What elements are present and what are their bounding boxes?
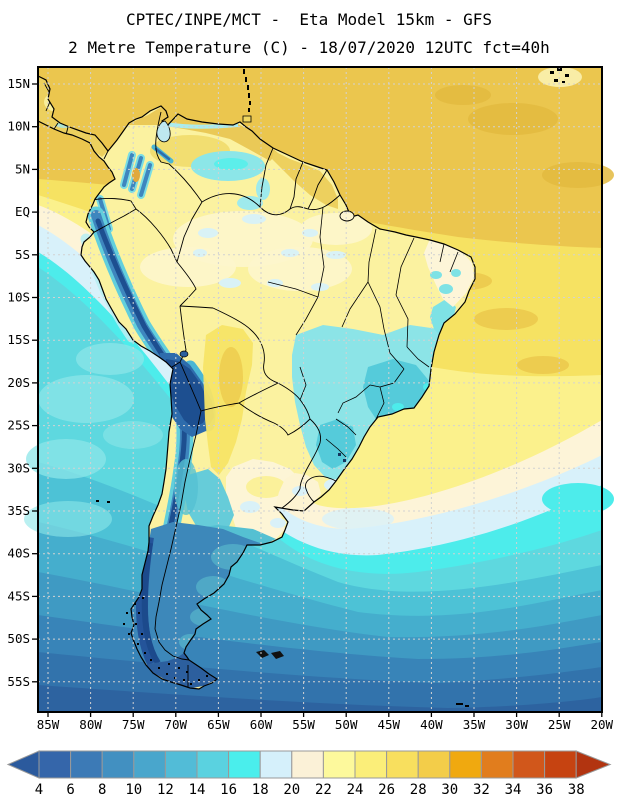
lat-label: 35S (7, 503, 30, 518)
colorbar-segment (164, 750, 198, 779)
marajo-island (339, 210, 355, 222)
lesser-antilles-islands (243, 69, 251, 112)
lon-label: 85W (37, 717, 60, 732)
colorbar-segment (101, 750, 135, 779)
colorbar-tick-label: 4 (35, 782, 43, 798)
colorbar-tick-label: 6 (66, 782, 74, 798)
lat-label: 15N (7, 76, 30, 91)
falkland-islands (256, 650, 284, 659)
colorbar-segment (354, 750, 388, 779)
colorbar-above-max-arrow (575, 750, 612, 779)
colorbar-tick-label: 8 (98, 782, 106, 798)
lon-label: 75W (122, 717, 145, 732)
colorbar-tick-label: 10 (125, 782, 142, 798)
lat-label: 30S (7, 460, 30, 475)
colorbar-segment (386, 750, 419, 779)
lon-label: 35W (463, 717, 486, 732)
lat-label: 10S (7, 290, 30, 305)
lat-label: 5S (15, 247, 30, 262)
colorbar-segment (291, 750, 324, 779)
lat-label: 25S (7, 418, 30, 433)
south-georgia-island (456, 703, 469, 707)
lat-label: 15S (7, 332, 30, 347)
colorbar-segment (544, 750, 577, 779)
colorbar: 4 6 8 10 12 14 16 18 20 22 24 26 28 30 32 34 36 38 (6, 750, 612, 798)
colorbar-segment (38, 750, 72, 779)
colorbar-segment (480, 750, 514, 779)
colorbar-segment (322, 750, 356, 779)
colorbar-segment (70, 750, 103, 779)
colorbar-tick-label: 22 (315, 782, 332, 798)
cape-verde-islands (550, 68, 569, 83)
colorbar-below-min-arrow (6, 750, 40, 779)
colorbar-tick-label: 28 (410, 782, 427, 798)
lake-titicaca (179, 350, 189, 358)
colorbar-segment (512, 750, 546, 779)
chilean-islets (123, 612, 130, 635)
lon-label: 20W (591, 717, 614, 732)
lat-label: 45S (7, 588, 30, 603)
lat-label: 55S (7, 674, 30, 689)
page-subtitle: 2 Metre Temperature (C) - 18/07/2020 12U… (68, 38, 550, 57)
lat-label: 50S (7, 631, 30, 646)
lat-label: EQ (15, 204, 30, 219)
lon-label: 55W (292, 717, 315, 732)
colorbar-tick-label: 20 (283, 782, 300, 798)
colorbar-segment (417, 750, 451, 779)
islands-and-lakes (96, 67, 582, 707)
juan-fernandez-islands (96, 500, 110, 503)
colorbar-tick-label: 24 (347, 782, 364, 798)
lon-label: 50W (335, 717, 358, 732)
colorbar-tick-label: 18 (252, 782, 269, 798)
colorbar-segment (196, 750, 230, 779)
lat-label: 20S (7, 375, 30, 390)
colorbar-segment (449, 750, 482, 779)
colorbar-tick-label: 14 (189, 782, 206, 798)
lat-label: 5N (15, 161, 30, 176)
lake-maracaibo (156, 120, 171, 143)
colorbar-segment (259, 750, 293, 779)
colorbar-tick-label: 12 (157, 782, 174, 798)
lon-label: 45W (378, 717, 401, 732)
colorbar-tick-label: 16 (220, 782, 237, 798)
lat-label: 40S (7, 546, 30, 561)
lat-label: 10N (7, 119, 30, 134)
colorbar-tick-label: 30 (441, 782, 458, 798)
page-title: CPTEC/INPE/MCT - Eta Model 15km - GFS (125, 10, 493, 29)
colorbar-segment (228, 750, 261, 779)
colorbar-tick-label: 34 (505, 782, 522, 798)
trinidad-island (242, 115, 252, 123)
lon-label: 60W (250, 717, 273, 732)
colorbar-tick-label: 36 (536, 782, 553, 798)
lon-label: 80W (79, 717, 102, 732)
colorbar-tick-label: 32 (473, 782, 490, 798)
colorbar-tick-label: 38 (568, 782, 585, 798)
axis-labels: 15N 10N 5N EQ 5S 10S 15S 20S 25S 30S 35S 40S 45S 50S 5… (7, 76, 613, 732)
temperature-map: 15N 10N 5N EQ 5S 10S 15S 20S 25S 30S 35S 40S 45S 50S 5… (7, 66, 614, 732)
lon-label: 65W (207, 717, 230, 732)
colorbar-tick-label: 26 (378, 782, 395, 798)
lat-lon-gridlines (38, 67, 603, 712)
lon-label: 30W (505, 717, 528, 732)
colorbar-segment (133, 750, 166, 779)
map-frame (37, 66, 603, 713)
lon-label: 40W (420, 717, 443, 732)
lon-label: 70W (165, 717, 188, 732)
lon-label: 25W (548, 717, 571, 732)
